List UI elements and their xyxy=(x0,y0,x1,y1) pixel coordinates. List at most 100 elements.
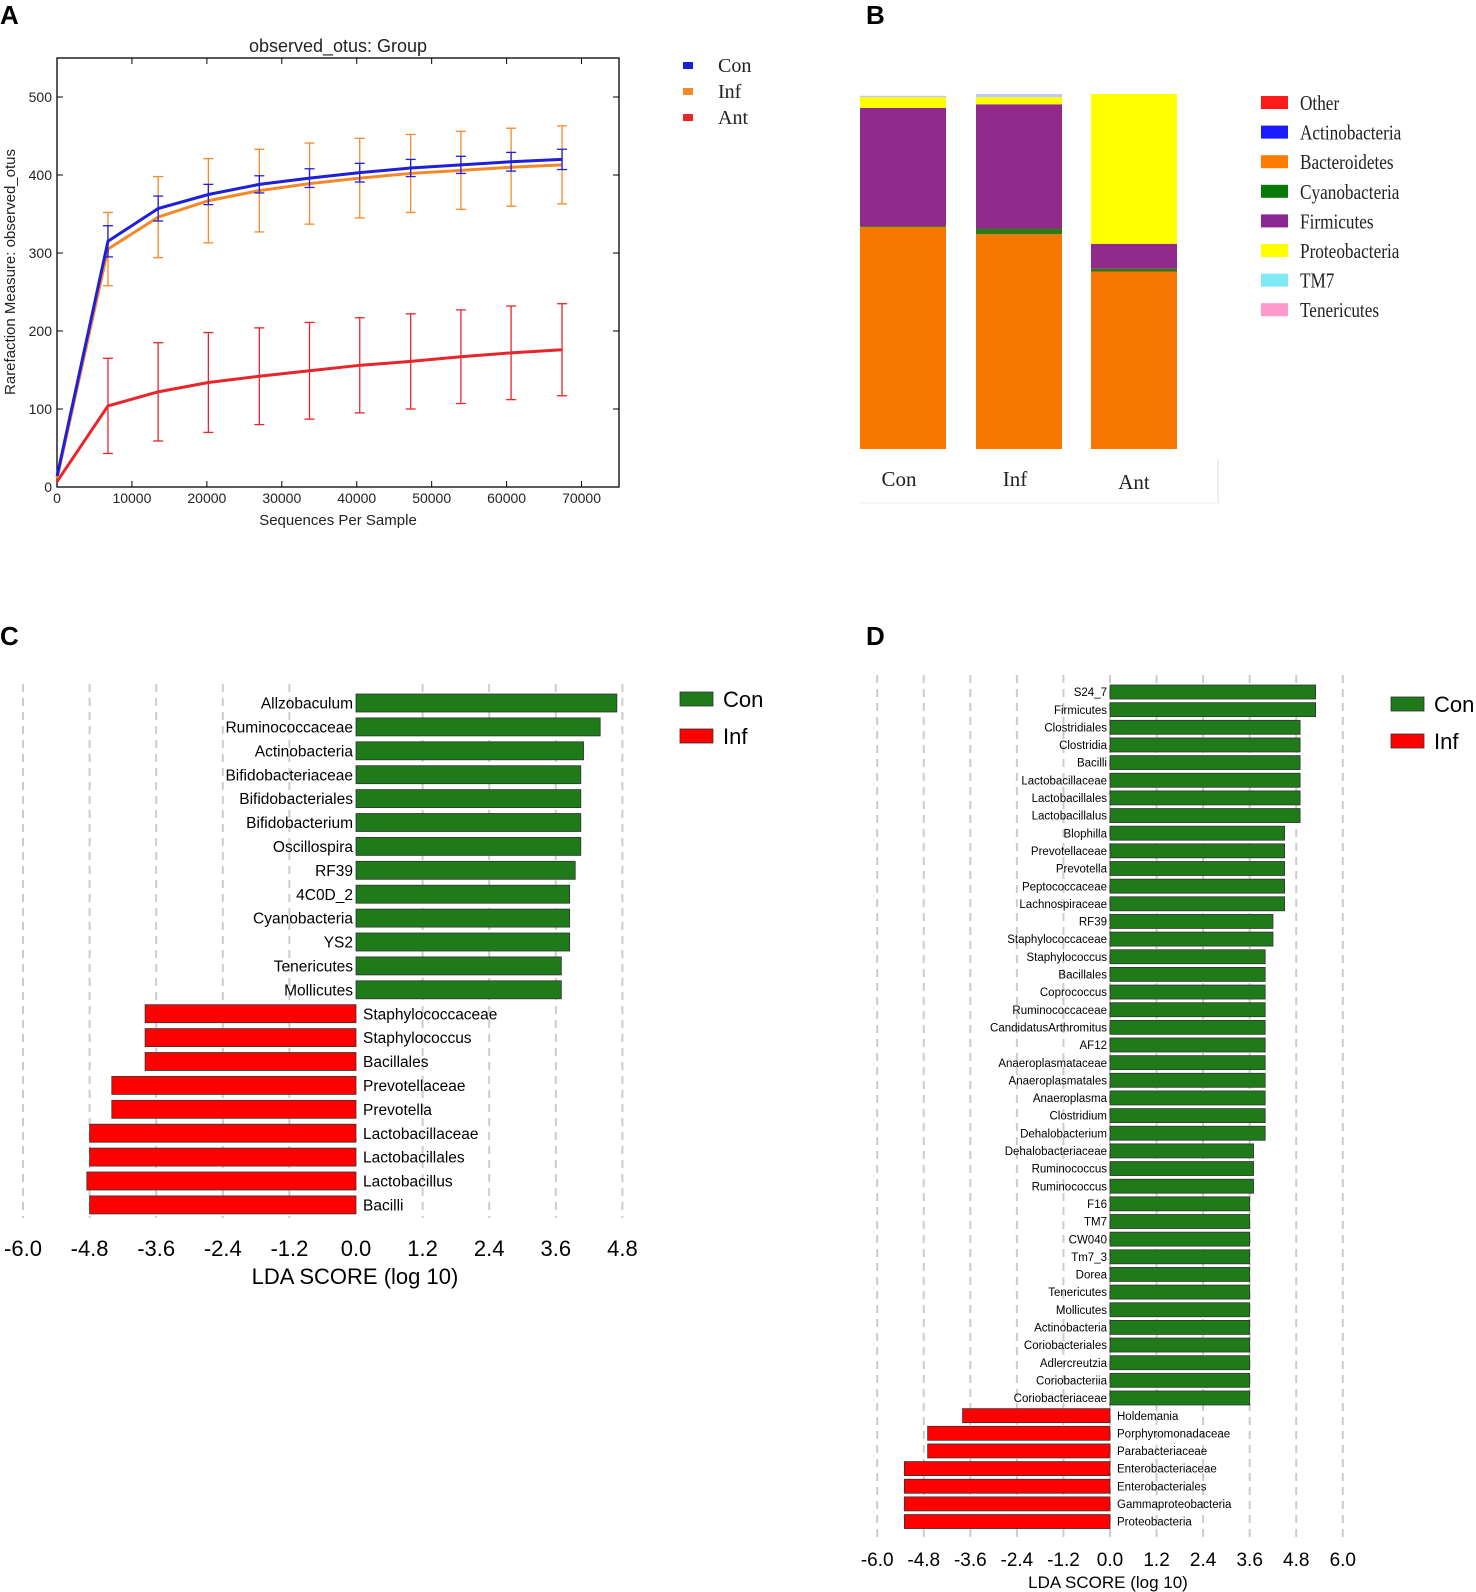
panel-letter-b: B xyxy=(866,0,885,30)
legend-swatch-con xyxy=(683,62,693,69)
bar-segment-firmicutes xyxy=(1091,243,1177,269)
bar-segment-cyanobacteria xyxy=(860,226,946,228)
x-tick-label: 3.6 xyxy=(541,1236,572,1261)
bar-label: F16 xyxy=(1087,1199,1107,1211)
bar-tm7_3 xyxy=(1109,1249,1251,1265)
bar-prevotellaceae xyxy=(1109,843,1286,859)
bar-label: TM7 xyxy=(1084,1217,1107,1229)
bar-dehalobacterium xyxy=(1109,1125,1266,1141)
bar-label: Coriobacteriales xyxy=(1024,1340,1107,1352)
legend-swatch-bacteroidetes xyxy=(1261,155,1288,169)
x-tick-label: 2.4 xyxy=(1190,1550,1217,1571)
bar-label: Ruminococcaceae xyxy=(225,719,353,736)
bar-firmicutes xyxy=(1109,702,1317,718)
bar-ruminococcus xyxy=(1109,1161,1254,1176)
bar-segment-bacteroidetes xyxy=(860,227,946,449)
bar-label: Lactobacillaceae xyxy=(1021,775,1107,787)
legend-swatch-ant xyxy=(683,114,693,121)
bar-ys2 xyxy=(355,932,571,952)
stacked-bar-chart: Con Inf Ant Other Actinobacteria Bacteroidet… xyxy=(860,93,1402,504)
bar-label: Tenericutes xyxy=(1048,1287,1107,1299)
bar-label: CW040 xyxy=(1069,1234,1107,1246)
legend-swatch-inf xyxy=(679,728,714,744)
bar-prevotella xyxy=(111,1099,357,1119)
bar-adlercreutzia xyxy=(1109,1355,1251,1371)
bar-f16 xyxy=(1109,1196,1251,1212)
y-tick-label: 300 xyxy=(29,245,53,261)
bar-label: Tenericutes xyxy=(274,958,354,975)
x-tick-label: 2.4 xyxy=(474,1236,505,1261)
bar-clostridium xyxy=(1109,1108,1266,1123)
bar-tm7 xyxy=(1109,1214,1251,1229)
bars-group: S24_7 Firmicutes Clostridiales Clostridia Ba… xyxy=(903,684,1317,1529)
plot-frame xyxy=(56,57,620,488)
bar-label: Coriobacteriaceae xyxy=(1014,1393,1107,1405)
bar-coriobacteriaceae xyxy=(1109,1390,1251,1406)
panel-letter-d: D xyxy=(866,621,885,651)
bar-staphylococcus xyxy=(1109,949,1266,965)
x-tick-label: -6.0 xyxy=(861,1550,894,1571)
bar-label: Proteobacteria xyxy=(1117,1517,1192,1529)
bar-label: Tm7_3 xyxy=(1071,1252,1107,1264)
series-line-ant xyxy=(55,348,563,483)
panel-letter-a: A xyxy=(0,0,19,30)
bar-ruminococcus xyxy=(1109,1178,1254,1194)
x-tick-label: -6.0 xyxy=(4,1236,42,1261)
x-axis-label: Sequences Per Sample xyxy=(259,512,417,529)
bar-gammaproteobacteria xyxy=(903,1496,1111,1512)
bar-label: Anaeroplasmatales xyxy=(1009,1075,1108,1087)
legend: Con Inf Ant xyxy=(683,55,751,129)
axis-ticks: -6.0 -4.8 -3.6 -2.4 -1.2 0.0 1.2 2.4 3.6 4.8 6.0 xyxy=(861,1550,1356,1571)
bar-af12 xyxy=(1109,1037,1266,1053)
bar-label: Holdemania xyxy=(1117,1411,1179,1423)
bar-label: CandidatusArthromitus xyxy=(990,1022,1107,1034)
bar-holdemania xyxy=(962,1408,1111,1424)
bar-label: S24_7 xyxy=(1074,687,1107,699)
bar-lactobacillales xyxy=(1109,790,1301,806)
bar-clostridia xyxy=(1109,737,1301,753)
x-tick-label: -1.2 xyxy=(270,1236,308,1261)
legend-label: Proteobacteria xyxy=(1300,241,1400,264)
bar-label: Anaeroplasmataceae xyxy=(998,1058,1107,1070)
x-tick-label: 4.8 xyxy=(607,1236,638,1261)
bar-label: Gammaproteobacteria xyxy=(1117,1499,1232,1511)
series-group xyxy=(55,125,568,483)
bar-label: Lachnospiraceae xyxy=(1019,899,1107,911)
bar-enterobacteriales xyxy=(903,1478,1111,1494)
y-tick-label: 100 xyxy=(29,401,53,417)
bar-label: Allzobaculum xyxy=(261,696,353,713)
bar-label: Prevotella xyxy=(1056,864,1108,876)
bar-label: Firmicutes xyxy=(1054,705,1107,717)
bar-actinobacteria xyxy=(355,741,584,761)
bar-label: Prevotellaceae xyxy=(363,1078,466,1095)
bar-label: Dehalobacteriaceae xyxy=(1005,1146,1107,1158)
bar-label: Adlercreutzia xyxy=(1040,1358,1108,1370)
bar-blophilla xyxy=(1109,825,1286,841)
bar-lactobacillus xyxy=(86,1171,357,1191)
legend-swatch-other xyxy=(1261,96,1288,109)
bar-segment-bacteroidetes xyxy=(976,234,1062,449)
bar-label: RF39 xyxy=(315,863,353,880)
bar-candidatusarthromitus xyxy=(1109,1019,1266,1035)
bar-bifidobacteriales xyxy=(355,789,582,808)
bar-mollicutes xyxy=(1109,1302,1251,1318)
bar-label: Clostridia xyxy=(1059,740,1108,752)
lda-chart-c: Allzobaculum Ruminococcaceae Actinobacteri… xyxy=(4,684,763,1289)
x-tick-label: 50000 xyxy=(412,490,451,506)
series-line-con xyxy=(55,157,563,477)
bar-anaeroplasmatales xyxy=(1109,1072,1266,1088)
bar-segment-firmicutes xyxy=(976,104,1062,229)
bar-staphylococcaceae xyxy=(1109,931,1274,947)
bar-label: Clostridiales xyxy=(1044,722,1107,734)
bar-label: Lactobacillus xyxy=(363,1174,453,1191)
chart-title: observed_otus: Group xyxy=(249,36,427,57)
legend-swatch-tenericutes xyxy=(1261,303,1288,317)
bar-label: Dorea xyxy=(1076,1270,1108,1282)
bar-label: Blophilla xyxy=(1064,828,1108,840)
bar-porphyromonadaceae xyxy=(927,1425,1111,1441)
x-tick-label: 1.2 xyxy=(1143,1550,1169,1571)
bar-label: Lactobacillaceae xyxy=(363,1126,478,1143)
bar-label: Coprococcus xyxy=(1040,987,1107,999)
x-tick-label: 3.6 xyxy=(1236,1550,1262,1571)
legend-label: Inf xyxy=(718,81,742,103)
